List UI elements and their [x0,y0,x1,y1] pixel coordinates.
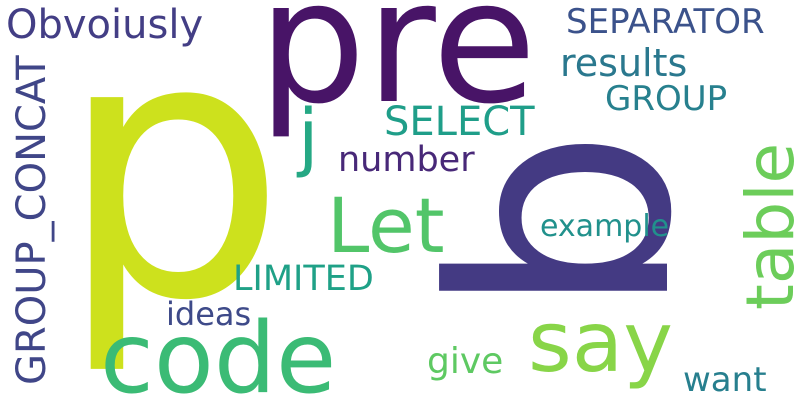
word-say: say [528,293,673,391]
word-group-concat: GROUP_CONCAT [9,55,55,385]
word-pre: pre [258,0,537,142]
word-want: want [683,360,767,400]
word-separator: SEPARATOR [566,2,765,42]
word-ideas: ideas [166,295,252,333]
word-example: example [540,209,670,244]
word-obvoiusly: Obvoiusly [6,2,204,48]
word-let: Let [327,181,445,270]
word-select: SELECT [384,99,535,145]
word-code: code [100,302,337,400]
word-limited: LIMITED [233,259,374,299]
word-give: give [427,341,504,382]
word-table: table [732,142,800,310]
word-group: GROUP [605,79,728,119]
word-p: p [58,0,287,379]
word-j: j [298,94,319,180]
word-number: number [338,140,475,180]
word-results: results [560,41,688,85]
